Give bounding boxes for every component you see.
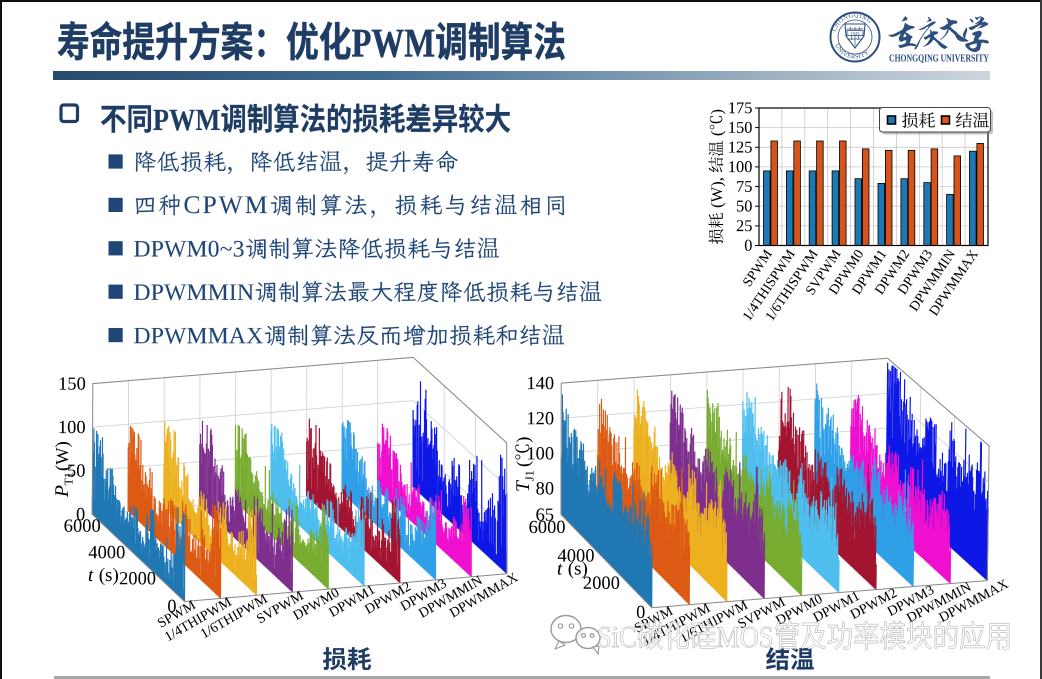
svg-text:UNIVERSITY: UNIVERSITY — [833, 43, 871, 61]
svg-text:CHONGQING UNIVERSITY: CHONGQING UNIVERSITY — [889, 54, 989, 65]
svg-text:1929: 1929 — [850, 31, 860, 36]
